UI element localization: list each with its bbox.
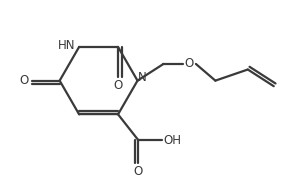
Text: N: N [138, 71, 147, 84]
Text: O: O [113, 79, 123, 92]
Text: OH: OH [164, 134, 182, 147]
Text: HN: HN [57, 39, 75, 52]
Text: O: O [134, 165, 143, 177]
Text: O: O [185, 58, 194, 70]
Text: O: O [19, 74, 28, 87]
